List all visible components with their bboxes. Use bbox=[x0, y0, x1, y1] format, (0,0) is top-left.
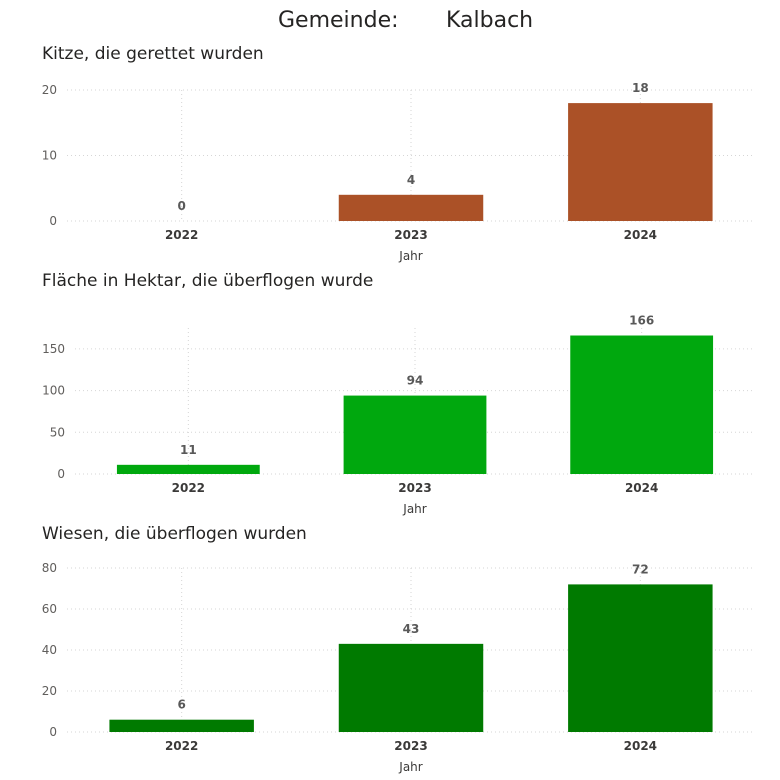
y-tick-label: 20 bbox=[42, 83, 57, 97]
municipality-label: Gemeinde: bbox=[278, 8, 399, 33]
y-tick-label: 60 bbox=[42, 602, 57, 616]
y-tick-label: 80 bbox=[42, 561, 57, 575]
data-label: 166 bbox=[629, 314, 654, 328]
data-label: 4 bbox=[407, 173, 415, 187]
bar-2024 bbox=[570, 335, 714, 474]
y-tick-label: 0 bbox=[49, 214, 57, 228]
chart-2-flaeche: 0 50 100 150 11 2022 94 2023 166 2024 Jahr bbox=[42, 314, 755, 516]
municipality-value: Kalbach bbox=[446, 8, 534, 33]
data-label: 43 bbox=[403, 622, 420, 636]
x-axis-title: Jahr bbox=[398, 760, 422, 774]
bar-2023 bbox=[338, 643, 484, 732]
x-axis-title: Jahr bbox=[398, 249, 422, 263]
x-axis-title: Jahr bbox=[402, 502, 426, 516]
chart-2-title: Fläche in Hektar, die überflogen wurde bbox=[42, 271, 374, 291]
data-label: 94 bbox=[407, 374, 424, 388]
y-tick-label: 40 bbox=[42, 643, 57, 657]
bar-2024 bbox=[568, 584, 713, 732]
x-category-label: 2022 bbox=[165, 739, 198, 753]
x-category-label: 2022 bbox=[172, 481, 205, 495]
x-category-label: 2022 bbox=[165, 228, 198, 242]
chart-1-title: Kitze, die gerettet wurden bbox=[42, 44, 264, 64]
data-label: 0 bbox=[177, 199, 185, 213]
bar-2023 bbox=[338, 194, 484, 221]
page-header: Gemeinde: Kalbach bbox=[0, 8, 780, 42]
y-tick-label: 20 bbox=[42, 684, 57, 698]
chart-3-title: Wiesen, die überflogen wurden bbox=[42, 524, 307, 544]
bar-2022 bbox=[109, 719, 254, 732]
y-tick-label: 50 bbox=[50, 425, 65, 439]
bar-2023 bbox=[343, 395, 487, 474]
y-tick-label: 0 bbox=[49, 725, 57, 739]
x-category-label: 2023 bbox=[398, 481, 431, 495]
x-category-label: 2023 bbox=[394, 228, 427, 242]
x-category-label: 2024 bbox=[624, 228, 657, 242]
data-label: 6 bbox=[177, 698, 185, 712]
bar-2022 bbox=[116, 464, 260, 474]
y-tick-label: 10 bbox=[42, 149, 57, 163]
x-category-label: 2024 bbox=[624, 739, 657, 753]
y-tick-label: 150 bbox=[42, 342, 65, 356]
data-label: 18 bbox=[632, 81, 649, 95]
y-tick-label: 100 bbox=[42, 384, 65, 398]
x-category-label: 2023 bbox=[394, 739, 427, 753]
x-category-label: 2024 bbox=[625, 481, 658, 495]
chart-1-kitze: 0 10 20 0 2022 4 2023 18 2024 Jahr bbox=[42, 81, 755, 263]
y-tick-label: 0 bbox=[57, 467, 65, 481]
data-label: 72 bbox=[632, 562, 649, 576]
data-label: 11 bbox=[180, 443, 197, 457]
bar-2024 bbox=[568, 103, 713, 221]
chart-3-wiesen: 0 20 40 60 80 6 2022 43 2023 72 2024 Jahr bbox=[42, 561, 755, 774]
